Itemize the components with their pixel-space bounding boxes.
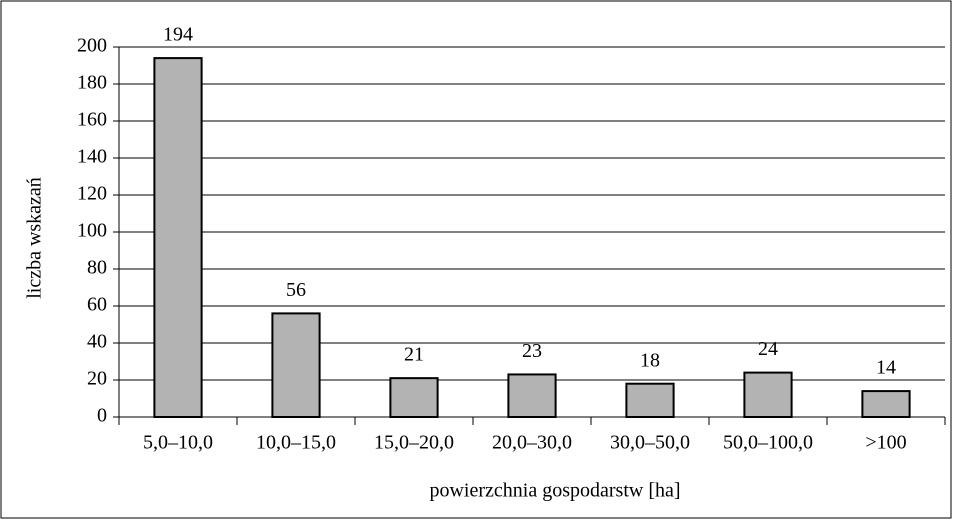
data-label: 18 <box>640 349 660 371</box>
bar <box>861 390 911 419</box>
data-label: 56 <box>286 279 306 301</box>
data-label: 21 <box>404 344 424 366</box>
x-tick-label: 20,0–30,0 <box>492 432 572 454</box>
data-label: 194 <box>163 24 193 46</box>
data-label: 14 <box>876 357 896 379</box>
y-tick-label: 180 <box>77 72 107 94</box>
bar <box>389 377 439 418</box>
y-tick-label: 200 <box>77 35 107 57</box>
bar <box>625 382 675 419</box>
x-tick-label: >100 <box>865 432 906 454</box>
y-tick-label: 0 <box>97 405 107 427</box>
data-label: 23 <box>522 340 542 362</box>
x-tick-label: 15,0–20,0 <box>374 432 454 454</box>
x-tick-label: 5,0–10,0 <box>143 432 213 454</box>
y-tick-label: 60 <box>87 294 107 316</box>
x-tick-label: 50,0–100,0 <box>723 432 813 454</box>
y-tick-label: 120 <box>77 183 107 205</box>
bar <box>507 373 557 419</box>
bar <box>271 312 321 418</box>
y-tick-label: 100 <box>77 220 107 242</box>
x-tick-label: 10,0–15,0 <box>256 432 336 454</box>
y-axis-label: liczba wskazań <box>24 177 46 299</box>
bar <box>153 57 203 418</box>
y-tick-label: 20 <box>87 368 107 390</box>
y-tick-label: 160 <box>77 109 107 131</box>
x-tick-label: 30,0–50,0 <box>610 432 690 454</box>
y-tick-label: 40 <box>87 331 107 353</box>
y-tick-label: 140 <box>77 146 107 168</box>
bar <box>743 371 793 419</box>
x-axis-label: powierzchnia gospodarstw [ha] <box>429 480 680 502</box>
y-tick-label: 80 <box>87 257 107 279</box>
data-label: 24 <box>758 338 778 360</box>
